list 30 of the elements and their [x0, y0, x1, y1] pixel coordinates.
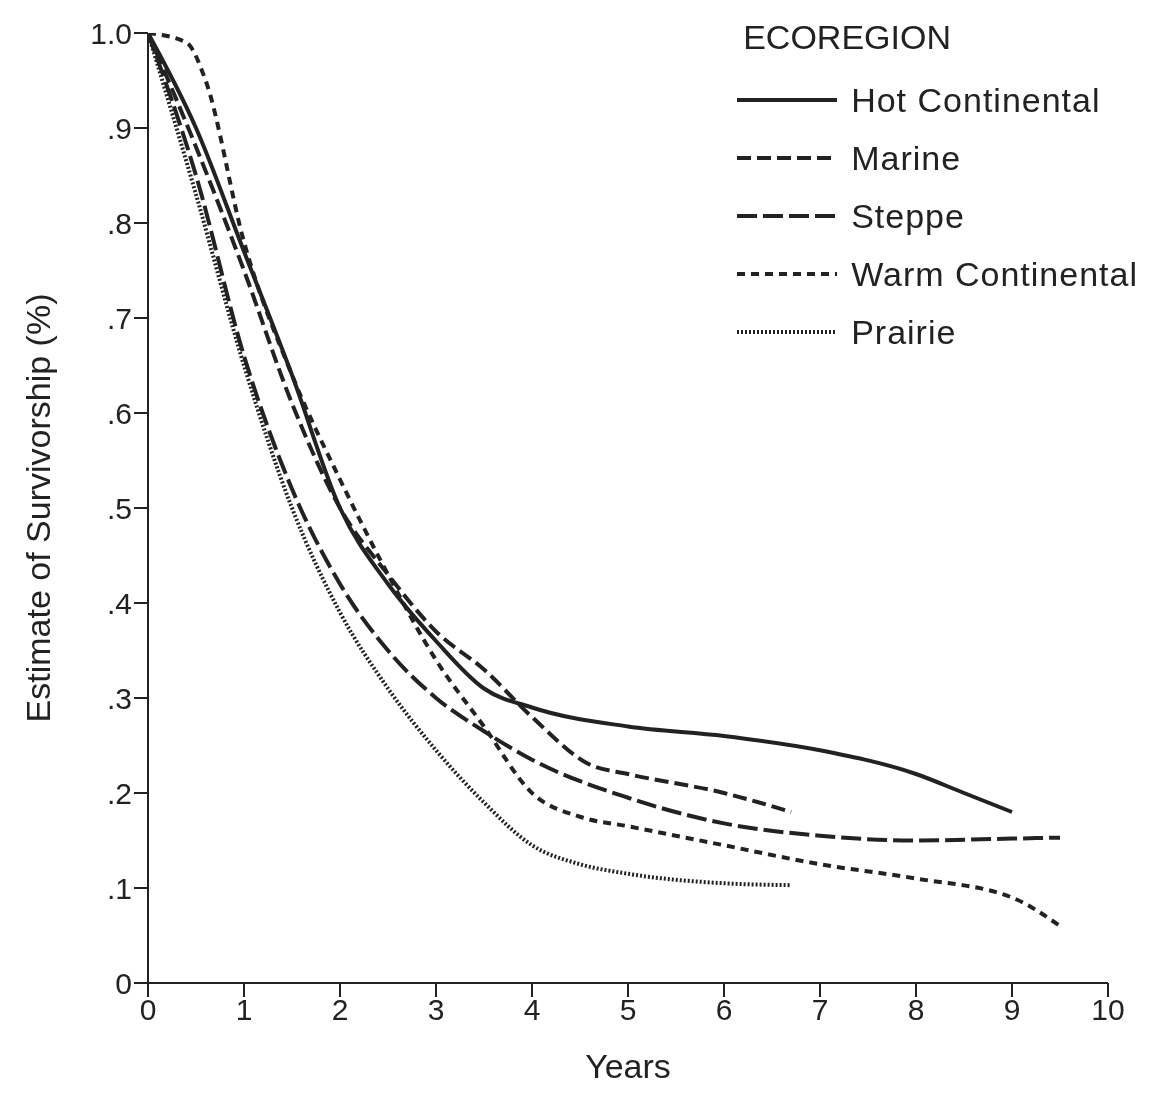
y-tick-label: .8	[106, 206, 132, 240]
x-tick-label: 7	[811, 993, 829, 1027]
x-axis-title: Years	[585, 1047, 671, 1085]
x-tick-label: 9	[1003, 993, 1021, 1027]
x-tick-label: 5	[619, 993, 637, 1027]
y-tick-label: 1.0	[90, 16, 132, 50]
x-tick-label: 0	[139, 993, 157, 1027]
x-tick-label: 10	[1091, 993, 1125, 1027]
legend-label: Hot Continental	[851, 80, 1101, 120]
x-tick-label: 4	[523, 993, 541, 1027]
x-tick-label: 2	[331, 993, 349, 1027]
legend-title: ECOREGION	[743, 18, 952, 57]
x-tick-label: 1	[235, 993, 253, 1027]
y-tick-label: .3	[106, 681, 132, 715]
legend-label: Marine	[851, 138, 962, 178]
legend-label: Steppe	[851, 196, 965, 236]
x-tick-label: 6	[715, 993, 733, 1027]
legend-label: Prairie	[851, 312, 957, 352]
y-tick-label: .5	[106, 491, 132, 525]
legend-label: Warm Continental	[851, 254, 1138, 294]
y-tick-label: .1	[106, 871, 132, 905]
y-tick-label: .4	[106, 586, 132, 620]
x-tick-label: 8	[907, 993, 925, 1027]
y-tick-label: 0	[115, 966, 132, 1000]
y-tick-label: .2	[106, 776, 132, 810]
y-tick-label: .7	[106, 301, 132, 335]
y-tick-label: .9	[106, 111, 132, 145]
y-tick-label: .6	[106, 396, 132, 430]
y-axis-title: Estimate of Survivorship (%)	[19, 293, 58, 723]
x-tick-label: 3	[427, 993, 445, 1027]
